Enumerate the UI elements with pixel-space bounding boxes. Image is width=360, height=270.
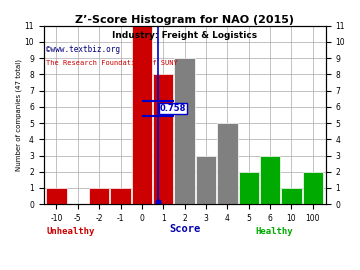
Text: ©www.textbiz.org: ©www.textbiz.org [46, 45, 121, 54]
Text: The Research Foundation of SUNY: The Research Foundation of SUNY [46, 60, 178, 66]
Bar [303, 172, 323, 204]
Bar [281, 188, 302, 204]
Y-axis label: Number of companies (47 total): Number of companies (47 total) [15, 59, 22, 171]
Bar [46, 188, 67, 204]
Bar [89, 188, 109, 204]
Text: Industry: Freight & Logistics: Industry: Freight & Logistics [112, 31, 257, 40]
Bar [196, 156, 216, 204]
Bar [239, 172, 259, 204]
Bar [260, 156, 280, 204]
Title: Z’-Score Histogram for NAO (2015): Z’-Score Histogram for NAO (2015) [75, 15, 294, 25]
Bar [217, 123, 238, 204]
Bar [153, 75, 174, 204]
Text: Unhealthy: Unhealthy [46, 228, 95, 237]
Bar [175, 58, 195, 204]
Bar [111, 188, 131, 204]
Text: 0.758: 0.758 [160, 104, 186, 113]
Text: Healthy: Healthy [255, 228, 293, 237]
X-axis label: Score: Score [169, 224, 200, 234]
Bar [132, 26, 152, 204]
